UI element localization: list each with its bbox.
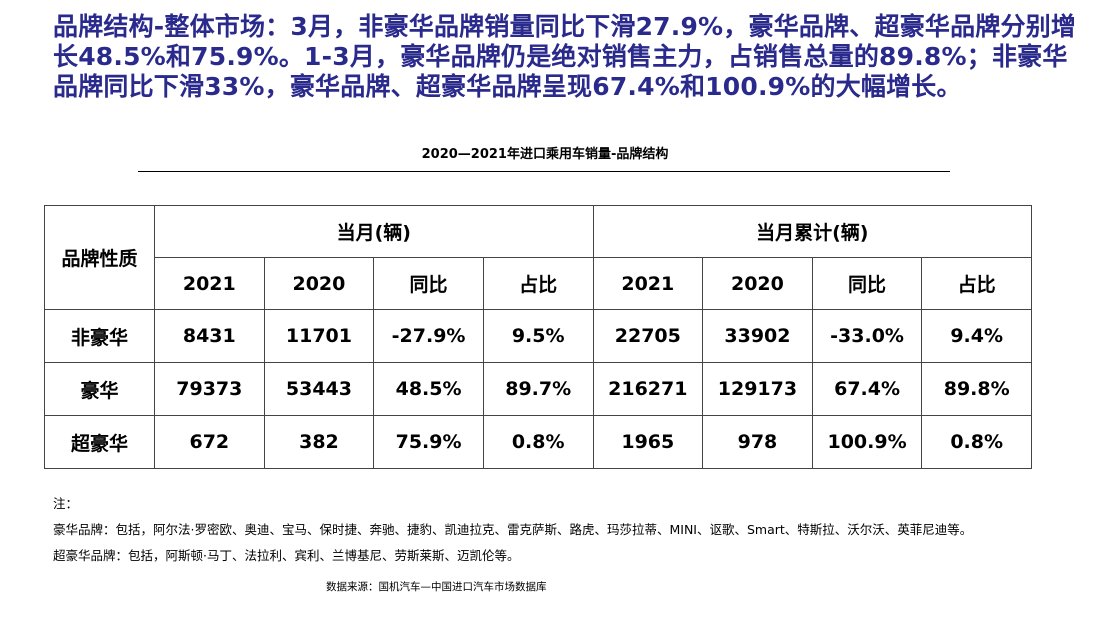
table-cell: 9.5% xyxy=(482,309,594,363)
table-title: 2020—2021年进口乘用车销量-品牌结构 xyxy=(421,147,669,162)
table-cell: 89.7% xyxy=(482,362,594,416)
table-cell: 67.4% xyxy=(811,362,923,416)
table-row: 超豪华 672 382 75.9% 0.8% 1965 978 100.9% 0… xyxy=(44,415,1032,469)
table-row: 非豪华 8431 11701 -27.9% 9.5% 22705 33902 -… xyxy=(44,309,1032,363)
table-cell: 11701 xyxy=(263,309,375,363)
row-label: 超豪华 xyxy=(44,415,155,469)
notes-label: 注： xyxy=(53,496,79,511)
table-row: 豪华 79373 53443 48.5% 89.7% 216271 129173… xyxy=(44,362,1032,416)
subheader-month-2021: 2021 xyxy=(154,257,265,310)
subheader-month-share: 占比 xyxy=(482,257,594,310)
table-cell: -27.9% xyxy=(373,309,484,363)
table-cell: 978 xyxy=(702,415,813,469)
subheader-month-2020: 2020 xyxy=(263,257,375,310)
table-cell: 33902 xyxy=(702,309,813,363)
note-super-luxury-brands: 超豪华品牌：包括，阿斯顿·马丁、法拉利、宾利、兰博基尼、劳斯莱斯、迈凯伦等。 xyxy=(53,548,520,563)
table-cell: 129173 xyxy=(702,362,813,416)
notes: 注： 豪华品牌：包括，阿尔法·罗密欧、奥迪、宝马、保时捷、奔驰、捷豹、凯迪拉克、… xyxy=(53,491,1098,569)
subheader-cum-2020: 2020 xyxy=(702,257,813,310)
table-cell: 75.9% xyxy=(373,415,484,469)
row-header-cell: 品牌性质 xyxy=(44,205,155,310)
table-subheader-row: 2021 2020 同比 占比 2021 2020 同比 占比 xyxy=(45,257,1032,310)
table-header-row: 品牌性质 当月(辆) 当月累计(辆) xyxy=(44,205,1032,310)
data-source: 数据来源：国机汽车—中国进口汽车市场数据库 xyxy=(326,581,547,593)
table-cell: 382 xyxy=(263,415,375,469)
table-cell: 9.4% xyxy=(921,309,1032,363)
group-header-month: 当月(辆) xyxy=(154,205,594,258)
table-cell: 8431 xyxy=(154,309,265,363)
brand-structure-table: 品牌性质 当月(辆) 当月累计(辆) 2021 2020 同比 占比 2021 … xyxy=(44,205,1032,469)
subheader-cum-2021: 2021 xyxy=(592,257,704,310)
table-cell: -33.0% xyxy=(811,309,923,363)
group-header-cumulative: 当月累计(辆) xyxy=(592,205,1032,258)
table-cell: 22705 xyxy=(592,309,704,363)
subheader-cum-share: 占比 xyxy=(921,257,1032,310)
table-cell: 672 xyxy=(154,415,265,469)
table-cell: 0.8% xyxy=(921,415,1032,469)
headline: 品牌结构-整体市场：3月，非豪华品牌销量同比下滑27.9%，豪华品牌、超豪华品牌… xyxy=(53,12,1077,101)
table-cell: 79373 xyxy=(154,362,265,416)
row-label: 非豪华 xyxy=(44,309,155,363)
table-cell: 89.8% xyxy=(921,362,1032,416)
table-cell: 1965 xyxy=(592,415,704,469)
subheader-month-yoy: 同比 xyxy=(373,257,484,310)
table-cell: 100.9% xyxy=(811,415,923,469)
table-cell: 0.8% xyxy=(482,415,594,469)
note-luxury-brands: 豪华品牌：包括，阿尔法·罗密欧、奥迪、宝马、保时捷、奔驰、捷豹、凯迪拉克、雷克萨… xyxy=(53,522,973,537)
title-rule xyxy=(138,171,950,172)
table-cell: 53443 xyxy=(263,362,375,416)
subheader-cum-yoy: 同比 xyxy=(811,257,923,310)
table-cell: 216271 xyxy=(592,362,704,416)
table-cell: 48.5% xyxy=(373,362,484,416)
row-label: 豪华 xyxy=(44,362,155,416)
